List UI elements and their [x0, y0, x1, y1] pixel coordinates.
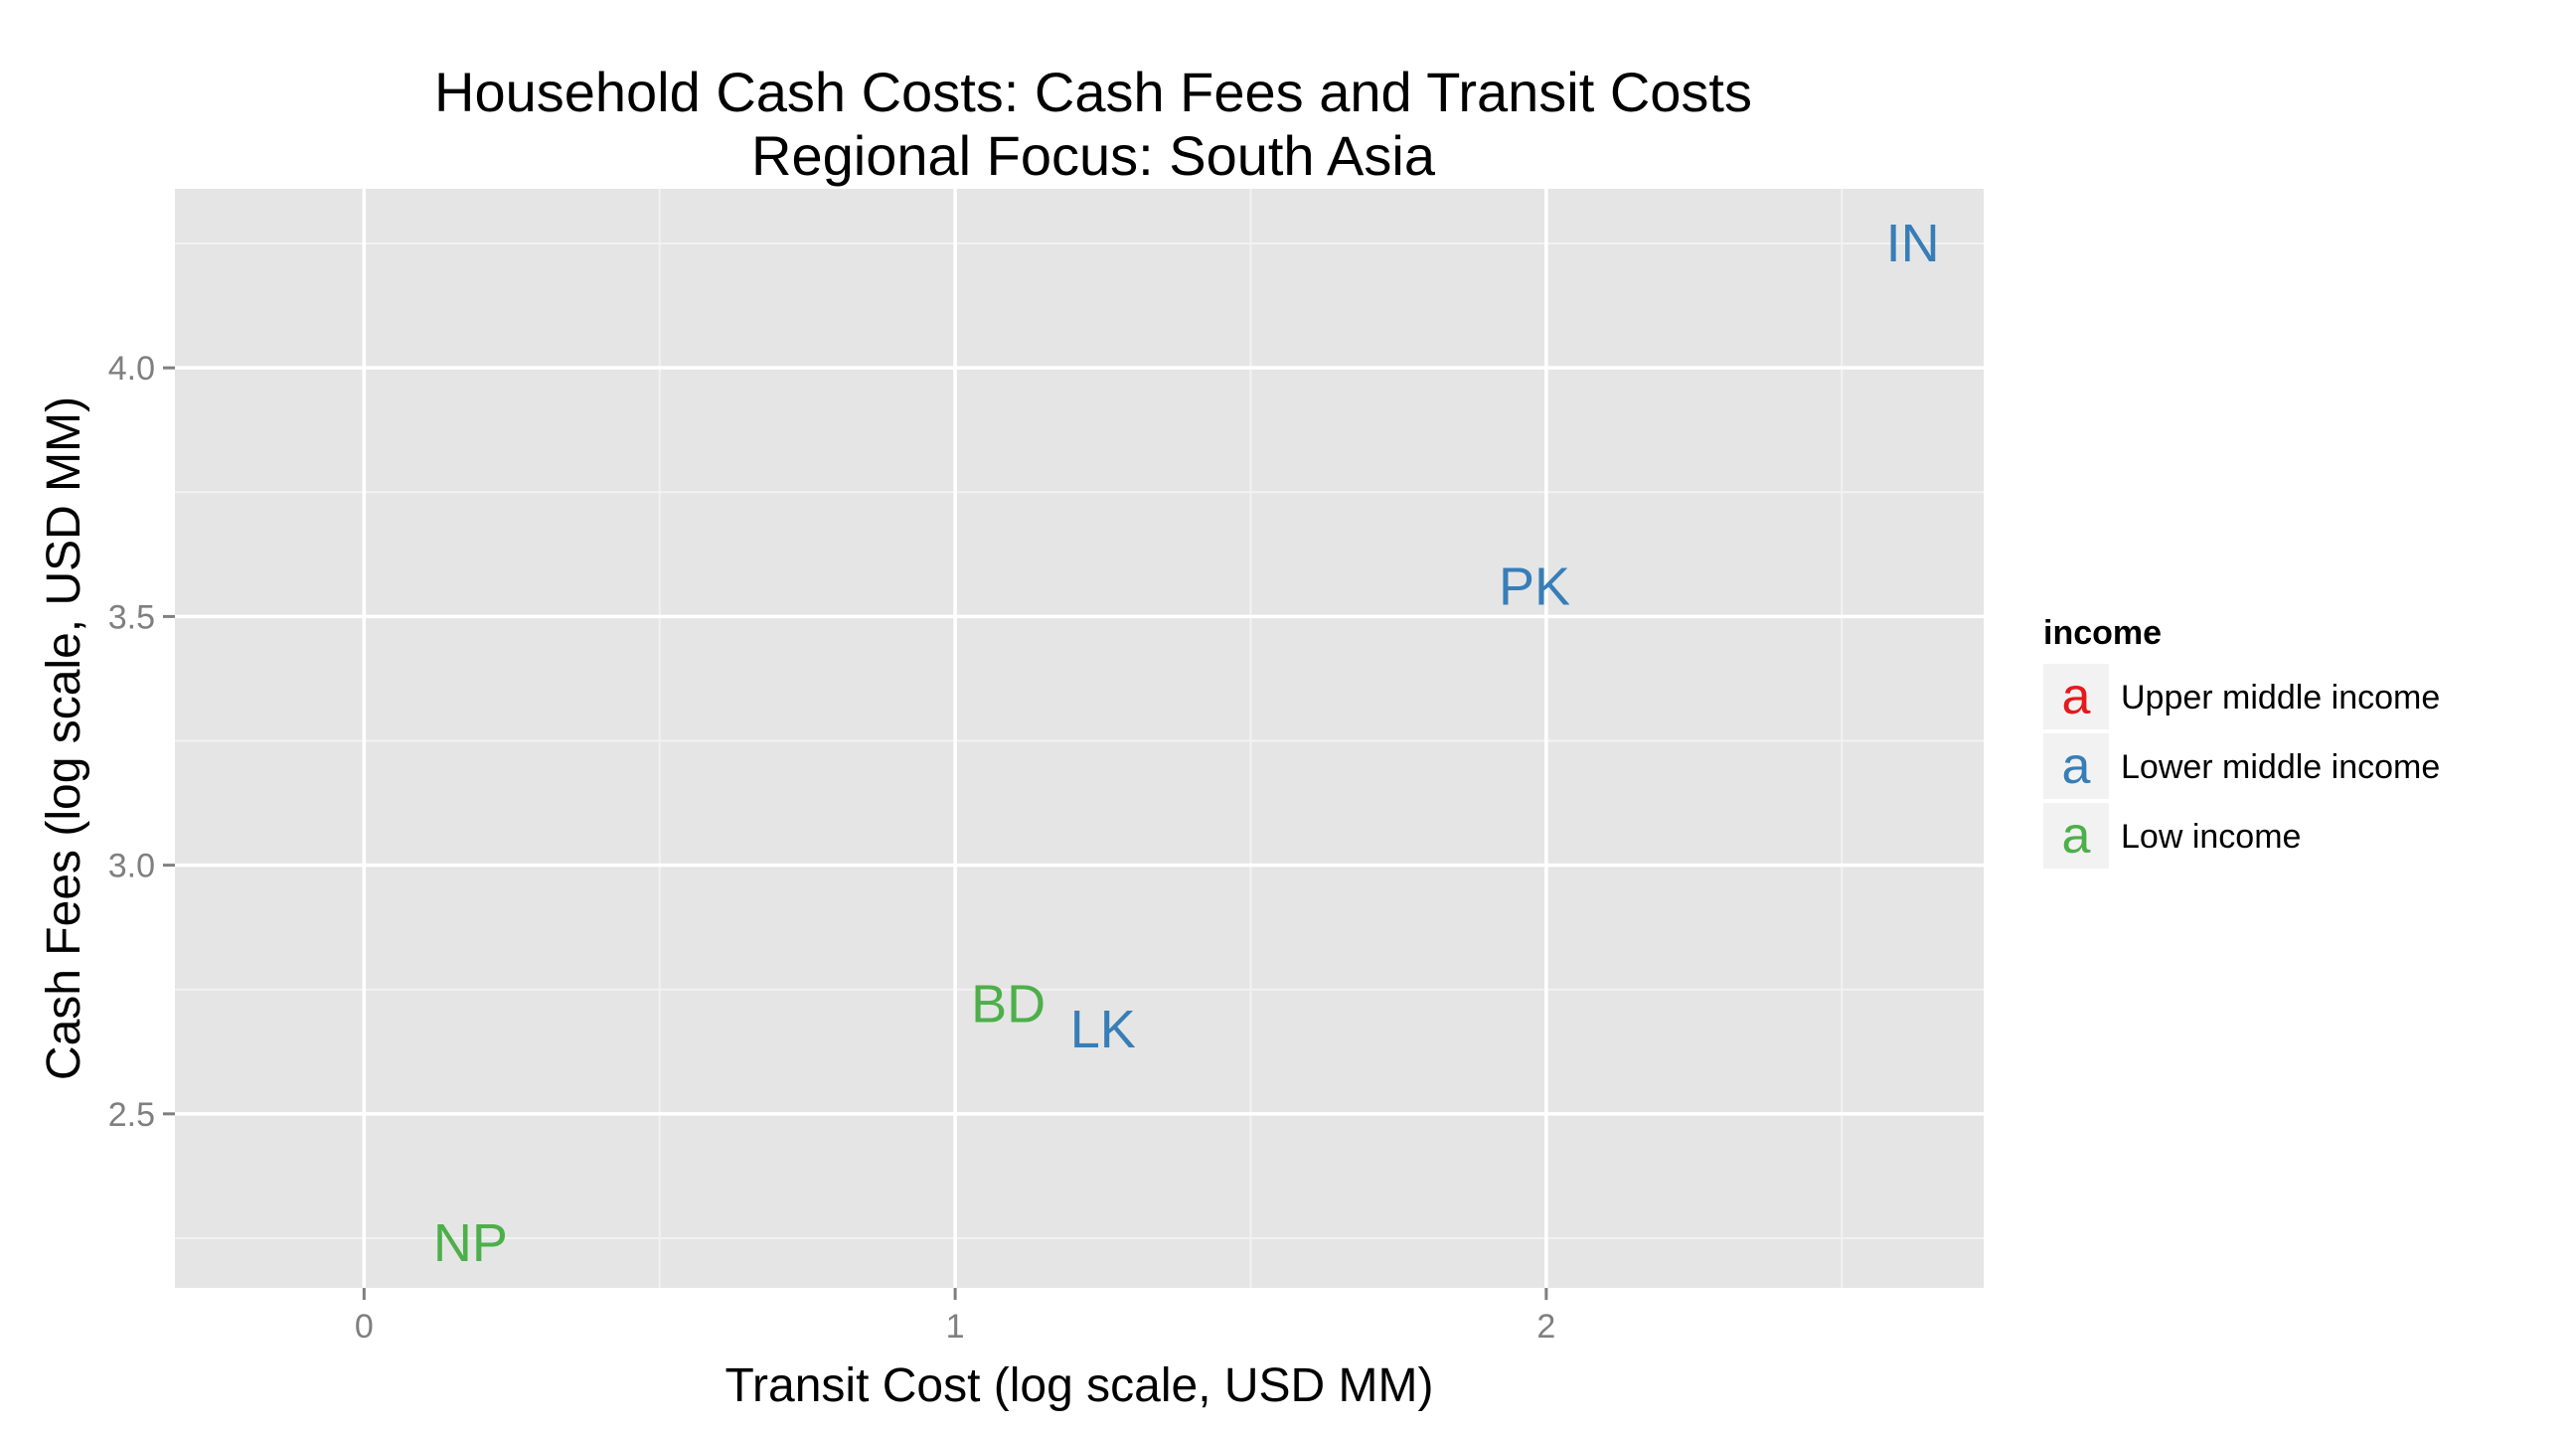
legend-entry-label: Upper middle income: [2121, 679, 2440, 716]
data-point-label: PK: [1499, 556, 1570, 616]
x-tick-label: 1: [946, 1308, 965, 1346]
legend-key: [2043, 664, 2109, 729]
x-tick-label: 2: [1536, 1308, 1555, 1346]
x-axis: 0 1 2: [355, 1288, 1555, 1346]
minor-grid: [175, 189, 1984, 1288]
y-tick-label: 2.5: [108, 1096, 155, 1134]
data-point-label: BD: [971, 975, 1046, 1034]
legend-key: [2043, 803, 2109, 869]
legend-key: [2043, 733, 2109, 799]
chart-subtitle: Regional Focus: South Asia: [751, 124, 1436, 187]
data-labels: IN PK BD LK NP: [433, 214, 1940, 1273]
data-point-label: NP: [433, 1213, 508, 1273]
data-point-label: LK: [1070, 1000, 1136, 1059]
y-axis-title: Cash Fees (log scale, USD MM): [38, 397, 90, 1080]
y-axis: 2.5 3.0 3.5 4.0: [108, 350, 175, 1134]
plot-panel: [175, 189, 1984, 1288]
legend: income a Upper middle income a Lower middle…: [2043, 614, 2440, 869]
legend-key-glyph: a: [2062, 668, 2091, 725]
legend-entry-label: Lower middle income: [2121, 748, 2440, 786]
y-tick-label: 3.5: [108, 598, 155, 636]
y-tick-label: 4.0: [108, 350, 155, 388]
data-point-label: IN: [1886, 214, 1940, 273]
chart-title: Household Cash Costs: Cash Fees and Tran…: [434, 61, 1752, 123]
y-tick-label: 3.0: [108, 848, 155, 885]
x-axis-title: Transit Cost (log scale, USD MM): [724, 1359, 1433, 1412]
legend-key-glyph: a: [2062, 737, 2091, 795]
legend-key-glyph: a: [2062, 807, 2091, 865]
major-grid: [175, 189, 1984, 1288]
legend-entry-label: Low income: [2121, 818, 2301, 856]
x-tick-label: 0: [355, 1308, 374, 1346]
legend-title: income: [2043, 614, 2162, 652]
